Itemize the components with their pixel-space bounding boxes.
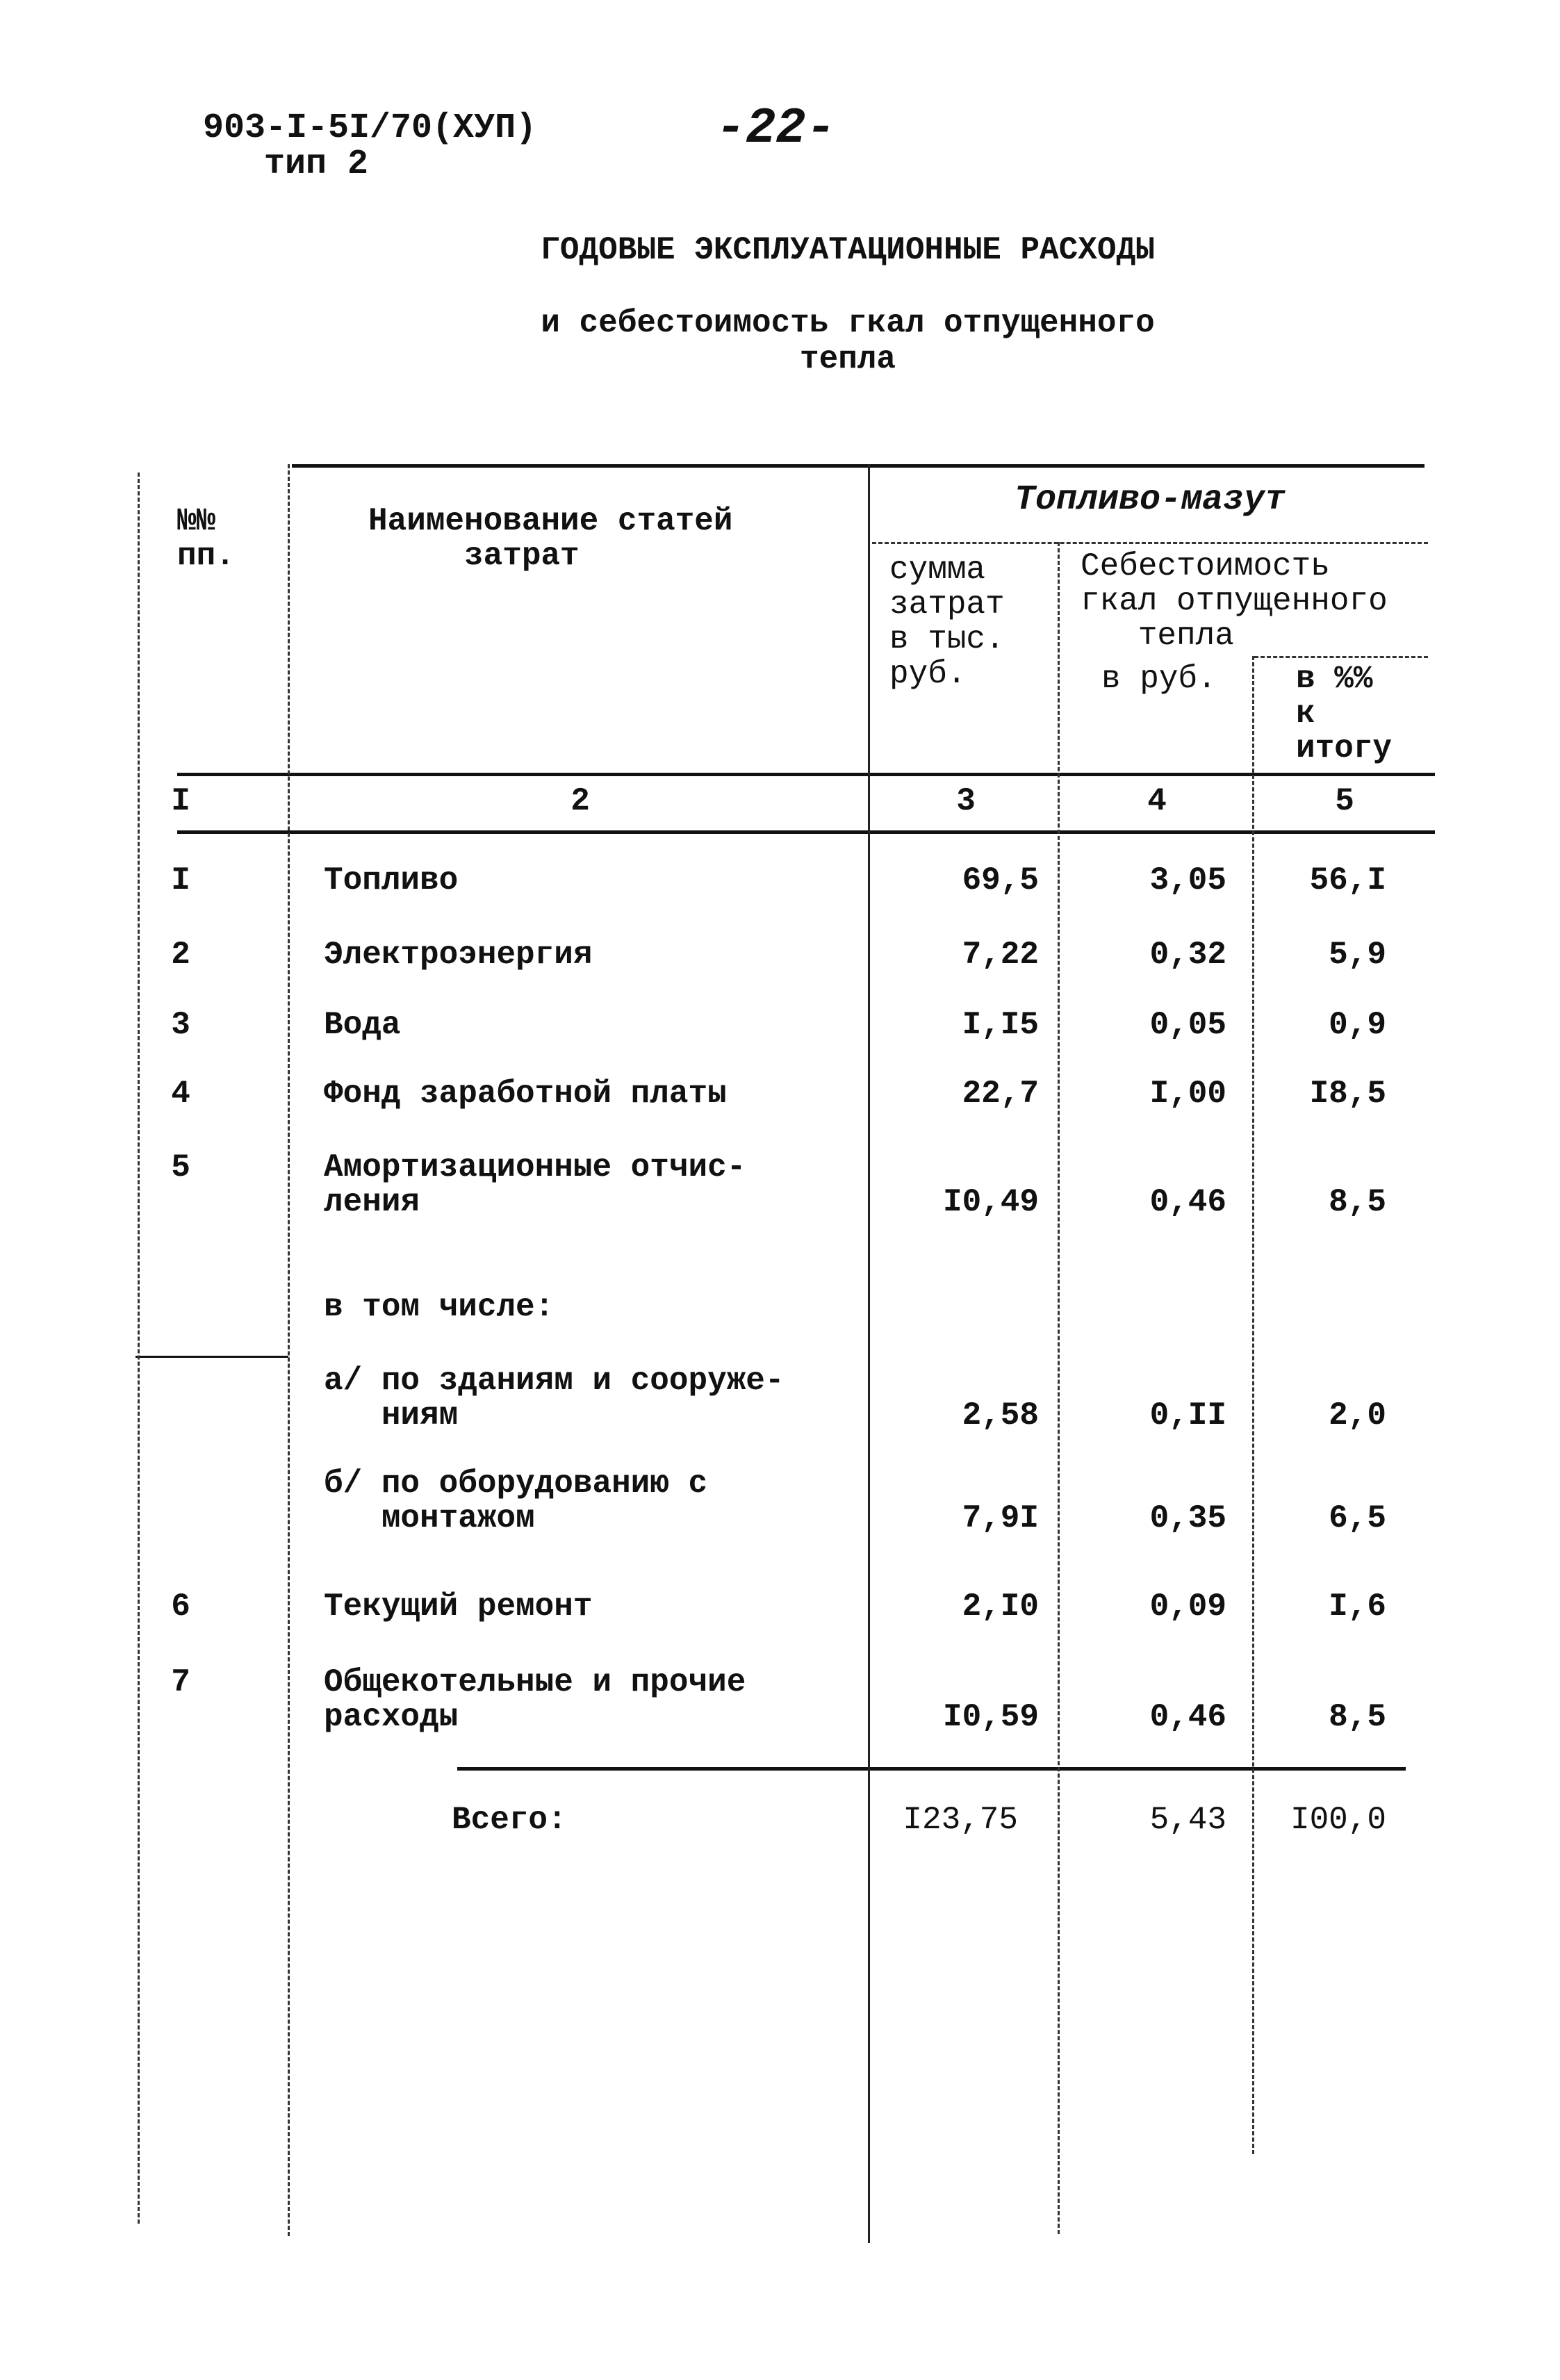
row-sum: 7,9I [962, 1500, 1039, 1536]
row-number: 7 [171, 1664, 190, 1700]
row-name: в том числе: [324, 1289, 555, 1325]
row-cost-pct: 0,9 [1329, 1007, 1386, 1043]
total-rub: 5,43 [1149, 1802, 1226, 1838]
page-number: -22- [716, 100, 836, 157]
row-cost-rub: 0,46 [1149, 1184, 1226, 1220]
header-sum: сумма затрат в тыс. руб. [889, 552, 1005, 692]
column-number: 4 [1147, 783, 1167, 819]
row-cost-rub: 3,05 [1149, 862, 1226, 898]
header-num: №№ пп. [177, 503, 235, 574]
row-cost-rub: 0,09 [1149, 1589, 1226, 1625]
total-pct: I00,0 [1290, 1802, 1386, 1838]
column-number: 3 [956, 783, 976, 819]
row-name: Топливо [324, 862, 459, 898]
header-cost-rub: в руб. [1101, 661, 1217, 697]
row-sum: 7,22 [962, 937, 1039, 973]
left-border [138, 473, 140, 2224]
row-number: 5 [171, 1149, 190, 1185]
row-sum: 2,I0 [962, 1589, 1039, 1625]
row-cost-pct: 2,0 [1329, 1397, 1386, 1434]
row-cost-rub: 0,35 [1149, 1500, 1226, 1536]
row-sum: 2,58 [962, 1397, 1039, 1434]
row-name: Фонд заработной платы [324, 1076, 727, 1112]
row-sum: I0,59 [942, 1699, 1039, 1735]
col3-border [1058, 542, 1060, 2234]
row-name: а/ по зданиям и сооруже- ниям [324, 1363, 785, 1434]
row-cost-pct: 8,5 [1329, 1184, 1386, 1220]
title-line-2: и себестоимость гкал отпущенного [541, 305, 1155, 341]
row-name: б/ по оборудованию с монтажом [324, 1466, 708, 1536]
column-number: I [171, 783, 190, 819]
column-number: 5 [1335, 783, 1354, 819]
subtotal-divider [136, 1356, 288, 1358]
row-cost-pct: 56,I [1309, 862, 1386, 898]
row-sum: 22,7 [962, 1076, 1039, 1112]
row-number: 2 [171, 937, 190, 973]
row-name: Электроэнергия [324, 937, 593, 973]
row-cost-pct: I,6 [1329, 1589, 1386, 1625]
total-label: Всего: [452, 1802, 567, 1838]
row-cost-pct: 8,5 [1329, 1699, 1386, 1735]
col4-border [1252, 656, 1254, 2154]
row-cost-rub: I,00 [1149, 1076, 1226, 1112]
row-cost-rub: 0,05 [1149, 1007, 1226, 1043]
header-name: Наименование статей затрат [368, 503, 733, 574]
row-cost-rub: 0,46 [1149, 1699, 1226, 1735]
doc-code: 903-I-5I/70(ХУП) [203, 108, 537, 148]
row-cost-rub: 0,II [1149, 1397, 1226, 1434]
row-name: Вода [324, 1007, 401, 1043]
col1-border [288, 464, 290, 2236]
column-numbers-border [177, 830, 1435, 834]
row-number: 6 [171, 1589, 190, 1625]
doc-type: тип 2 [264, 145, 369, 184]
header-cost: Себестоимость гкал отпущенного тепла [1081, 548, 1388, 654]
total-divider [457, 1767, 1406, 1771]
table-top-border [292, 464, 1424, 468]
title-line-1: ГОДОВЫЕ ЭКСПЛУАТАЦИОННЫЕ РАСХОДЫ [541, 232, 1155, 268]
total-sum: I23,75 [903, 1802, 1018, 1838]
header-group: Топливо-мазут [1014, 480, 1286, 520]
header-divider [872, 542, 1428, 544]
row-number: 4 [171, 1076, 190, 1112]
row-sum: I0,49 [942, 1184, 1039, 1220]
row-name: Общекотельные и прочие расходы [324, 1664, 746, 1735]
column-number: 2 [570, 783, 590, 819]
col2-border [868, 464, 870, 2243]
row-name: Текущий ремонт [324, 1589, 593, 1625]
row-number: I [171, 862, 190, 898]
row-number: 3 [171, 1007, 190, 1043]
title-line-3: тепла [799, 341, 896, 377]
row-cost-pct: 6,5 [1329, 1500, 1386, 1536]
header-bottom-border [177, 773, 1435, 776]
row-sum: I,I5 [962, 1007, 1039, 1043]
row-cost-pct: I8,5 [1309, 1076, 1386, 1112]
row-cost-pct: 5,9 [1329, 937, 1386, 973]
row-cost-rub: 0,32 [1149, 937, 1226, 973]
row-name: Амортизационные отчис- ления [324, 1149, 746, 1220]
header-divider-pct [1254, 656, 1428, 658]
header-cost-pct: в %% к итогу [1296, 661, 1393, 766]
row-sum: 69,5 [962, 862, 1039, 898]
